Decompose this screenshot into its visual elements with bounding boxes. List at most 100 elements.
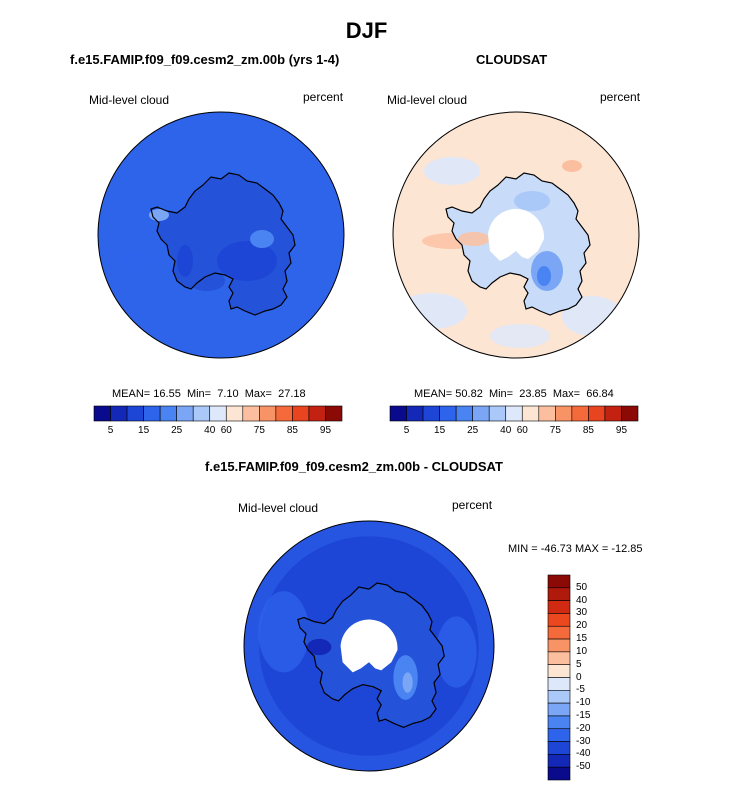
panel-3-missing-data [340,619,398,673]
panel-2-colorbar-label: 5 [403,425,410,436]
panel-3-colorbar-label: 5 [576,658,582,670]
panel-3-polar-map [243,520,495,772]
panel-3-colorbar-swatch [547,690,571,704]
panel-1-colorbar-label: 85 [286,425,298,436]
panel-1-colorbar-swatch [308,405,326,422]
panel-3-colorbar-label: -40 [576,748,591,760]
panel-3-colorbar-swatch [547,754,571,768]
panel-3-colorbar: 50 40 30 20 15 10 5 0 -5 -10 -15 -20 -30 -40 -50 [547,574,608,781]
panel-1-colorbar-swatch [110,405,128,422]
panel-1-field-label: Mid-level cloud [89,93,170,107]
panel-3-title: f.e15.FAMIP.f09_f09.cesm2_zm.00b - CLOUD… [205,459,503,474]
panel-1-colorbar-swatch [93,405,111,422]
panel-3-colorbar-swatch [547,728,571,742]
panel-3-colorbar-label: -50 [576,761,591,773]
panel-2-colorbar-swatch [406,405,424,422]
panel-2-field-label: Mid-level cloud [387,93,468,107]
panel-3-colorbar-swatch [547,625,571,640]
panel-3-colorbar-label: -10 [576,697,591,709]
panel-3-colorbar-label: 10 [576,645,588,657]
panel-3-colorbar-swatch [547,766,571,781]
panel-2-units: percent [600,90,641,104]
panel-2-colorbar: 5 15 25 40 60 75 85 95 [389,405,639,438]
panel-2-colorbar-label: 85 [582,425,594,436]
panel-3-colorbar-label: 30 [576,607,588,619]
panel-1-colorbar-label: 5 [107,425,114,436]
panel-3-colorbar-swatch [547,613,571,627]
panel-1-colorbar-swatch [159,405,177,422]
panel-2-colorbar-label: 25 [467,425,479,436]
panel-2-colorbar-swatch [555,405,573,422]
panel-2-colorbar-swatch [389,405,407,422]
panel-2-colorbar-label: 15 [434,425,446,436]
panel-3-colorbar-swatch [547,574,571,589]
panel-2-title: CLOUDSAT [476,52,548,67]
panel-3-colorbar-swatch [547,651,571,665]
panel-1-colorbar-label: 95 [319,425,332,436]
panel-1-colorbar-swatch [259,405,277,422]
panel-3-colorbar-label: 40 [576,594,588,606]
panel-2-colorbar-swatch [571,405,589,422]
panel-3-colorbar-swatch [547,600,571,614]
panel-2-colorbar-swatch [422,405,440,422]
panel-1-colorbar-swatch [292,405,310,422]
panel-3-coastline [297,582,445,728]
panel-1-colorbar-swatch [209,405,227,422]
panel-3-colorbar-label: 50 [576,581,588,593]
panel-1-colorbar-label: 25 [171,425,183,436]
panel-3-colorbar-label: -20 [576,722,591,734]
panel-2-coastline [445,172,591,316]
panel-1-title: f.e15.FAMIP.f09_f09.cesm2_zm.00b (yrs 1-… [70,52,340,67]
panel-3-colorbar-label: 0 [576,671,582,683]
panel-2-polar-map [392,111,640,359]
panel-3-colorbar-swatch [547,741,571,755]
panel-3-units: percent [452,498,493,512]
panel-2-colorbar-swatch [538,405,556,422]
panel-2-colorbar-swatch [588,405,606,422]
panel-1-colorbar-swatch [242,405,260,422]
panel-3-colorbar-swatch [547,664,571,678]
panel-1-colorbar-swatch [126,405,144,422]
panel-3-minmax: MIN = -46.73 MAX = -12.85 [508,543,643,555]
panel-2-missing-data [488,208,545,261]
panel-2-colorbar-swatch [488,405,507,422]
panel-3-field-label: Mid-level cloud [238,501,319,515]
panel-1-stats: MEAN= 16.55 Min= 7.10 Max= 27.18 [112,388,306,400]
panel-1-colorbar-label: 60 [220,425,232,436]
panel-1-antarctica-fill [151,173,295,315]
panel-3-colorbar-label: 20 [576,620,588,632]
panel-1-colorbar: 5 15 25 40 60 75 85 95 [93,405,343,438]
panel-3-colorbar-swatch [547,587,571,601]
panel-1-colorbar-label: 75 [253,425,265,436]
panel-3-colorbar-label: -15 [576,709,591,721]
panel-3-colorbar-swatch [547,638,571,653]
panel-1-colorbar-swatch [325,405,343,422]
panel-1-colorbar-swatch [143,405,161,422]
panel-3-colorbar-label: 15 [576,633,588,645]
panel-1-colorbar-swatch [275,405,293,422]
panel-1-units: percent [303,90,344,104]
panel-2-stats: MEAN= 50.82 Min= 23.85 Max= 66.84 [414,388,614,400]
panel-1-colorbar-label: 15 [138,425,150,436]
panel-2-colorbar-label: 95 [615,425,628,436]
page-title: DJF [345,18,388,43]
panel-3-colorbar-swatch [547,677,571,691]
panel-2-colorbar-swatch [521,405,540,422]
panel-2-colorbar-label: 60 [516,425,528,436]
panel-2-colorbar-swatch [455,405,473,422]
panel-1-polar-map [97,111,345,359]
panel-1-colorbar-swatch [192,405,211,422]
panel-2-colorbar-swatch [472,405,490,422]
panel-1-colorbar-swatch [176,405,194,422]
panel-3-colorbar-swatch [547,715,571,730]
panel-1-coastline [150,172,296,316]
panel-3-colorbar-swatch [547,702,571,717]
panel-2-colorbar-label: 40 [500,425,512,436]
panel-2-colorbar-label: 75 [549,425,561,436]
panel-2-colorbar-swatch [439,405,457,422]
panel-3-colorbar-label: -30 [576,735,591,747]
panel-2-colorbar-swatch [604,405,622,422]
panel-3-colorbar-label: -5 [576,684,585,696]
panel-1-colorbar-swatch [225,405,244,422]
panel-2-colorbar-swatch [505,405,523,422]
